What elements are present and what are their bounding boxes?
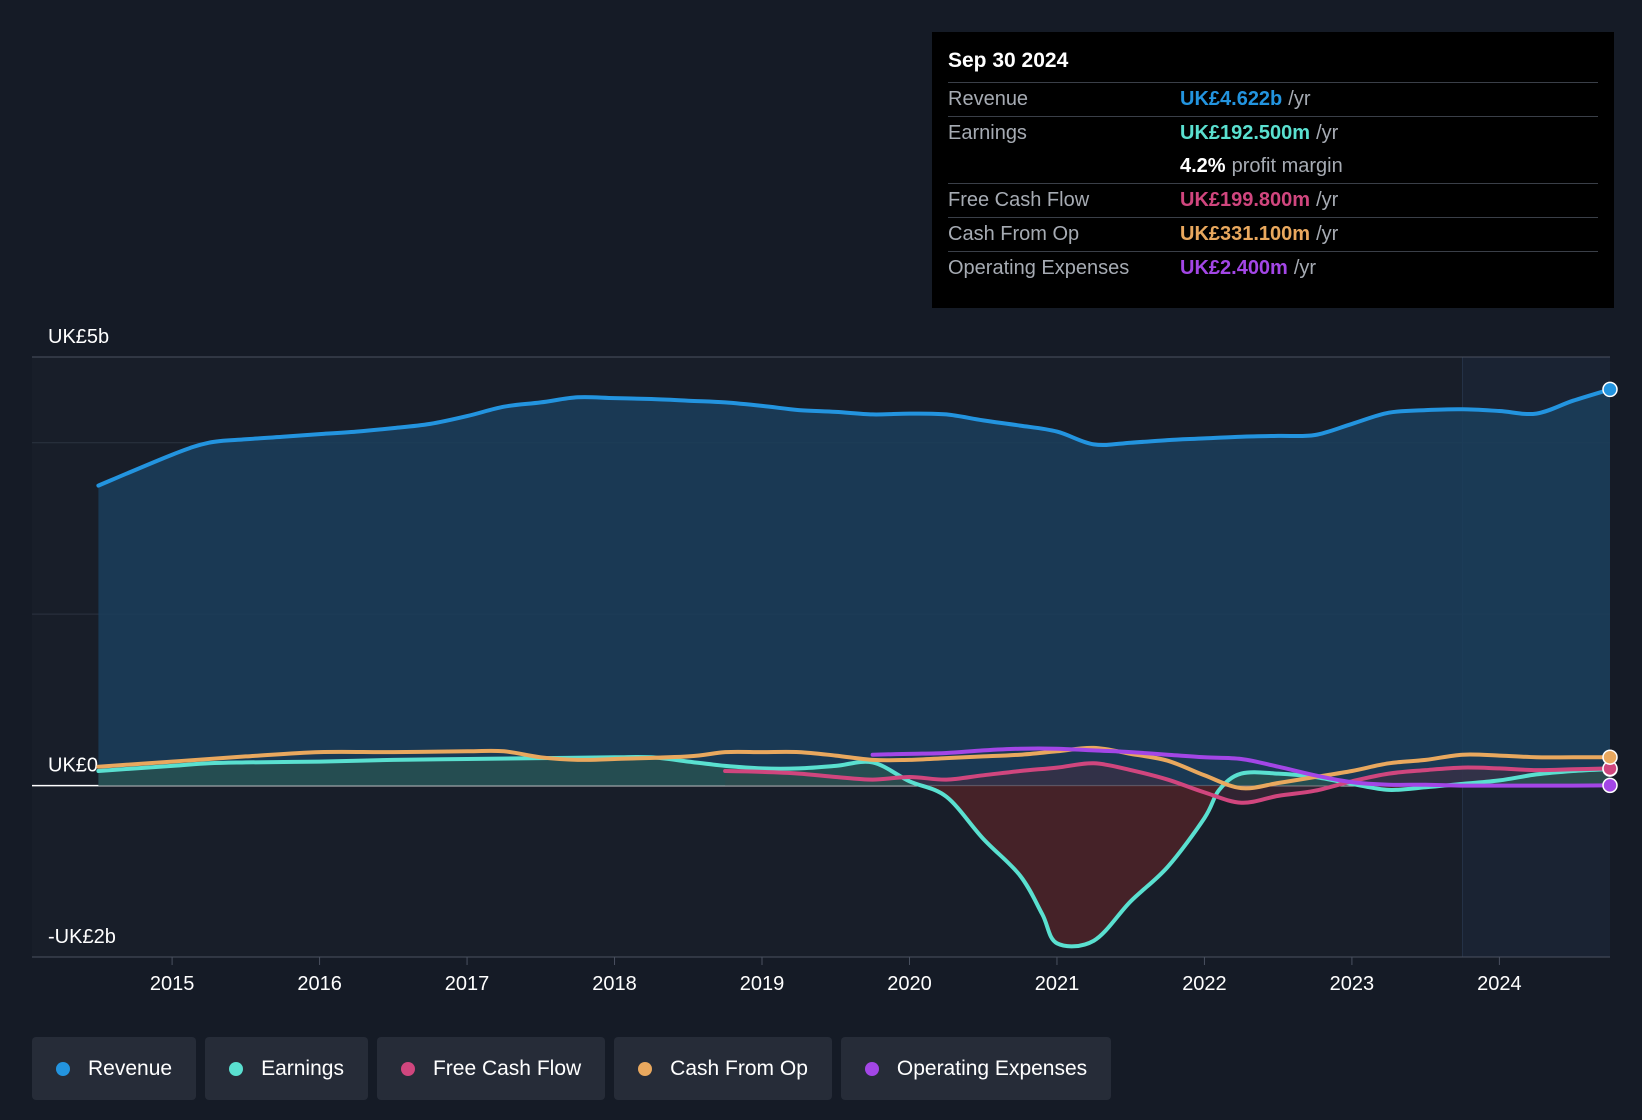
legend-dot-icon bbox=[638, 1061, 653, 1076]
operating-expenses-end-marker bbox=[1602, 777, 1618, 794]
tooltip-label: Revenue bbox=[948, 88, 1029, 110]
x-tick-label: 2018 bbox=[592, 973, 637, 995]
legend-item-operating-expenses[interactable]: Operating Expenses bbox=[840, 1037, 1112, 1100]
free-cash-flow-area bbox=[725, 763, 1610, 803]
chart: UK£5b UK£0 -UK£2b 2015 2016 2017 2018 2019 2020 2… bbox=[32, 326, 1618, 995]
legend-dot-icon bbox=[864, 1061, 879, 1076]
legend-item-earnings[interactable]: Earnings bbox=[205, 1037, 368, 1100]
tooltip-row: Cash From Op UK£331.100m/yr bbox=[948, 217, 1598, 251]
tooltip-value: UK£2.400m bbox=[1180, 257, 1288, 279]
tooltip-value: UK£331.100m bbox=[1180, 223, 1311, 245]
cash-from-op-line bbox=[96, 745, 1612, 791]
legend: Revenue Earnings Free Cash Flow Cash From O… bbox=[32, 1037, 1112, 1100]
y-tick-label: UK£5b bbox=[48, 326, 109, 348]
tooltip-row: Revenue UK£4.622b/yr bbox=[948, 82, 1598, 116]
tooltip-label: Free Cash Flow bbox=[948, 189, 1090, 211]
tooltip-value: 4.2% bbox=[1180, 155, 1226, 177]
x-tick-label: 2015 bbox=[150, 973, 195, 995]
operating-expenses-line bbox=[870, 746, 1612, 788]
x-tick-label: 2017 bbox=[445, 973, 490, 995]
tooltip-row: Operating Expenses UK£2.400m/yr bbox=[948, 251, 1598, 285]
y-tick-label: -UK£2b bbox=[48, 926, 116, 948]
tooltip-value: UK£4.622b bbox=[1180, 88, 1283, 110]
tooltip-label: Cash From Op bbox=[948, 223, 1080, 245]
tooltip-unit: /yr bbox=[1288, 88, 1311, 110]
revenue-area bbox=[98, 389, 1610, 786]
x-tick-label: 2016 bbox=[297, 973, 342, 995]
free-cash-flow-line bbox=[723, 761, 1612, 805]
revenue-end-marker bbox=[1602, 381, 1618, 398]
tooltip-value: UK£192.500m bbox=[1180, 122, 1311, 144]
legend-label: Operating Expenses bbox=[896, 1056, 1088, 1080]
earnings-line bbox=[96, 754, 1612, 949]
tooltip-row: Free Cash Flow UK£199.800m/yr bbox=[948, 183, 1598, 217]
legend-dot-icon bbox=[56, 1061, 70, 1076]
tooltip-unit: /yr bbox=[1316, 122, 1339, 144]
legend-item-free-cash-flow[interactable]: Free Cash Flow bbox=[376, 1037, 606, 1100]
x-tick-label: 2024 bbox=[1477, 973, 1522, 995]
x-tick-label: 2019 bbox=[740, 973, 785, 995]
legend-label: Earnings bbox=[261, 1056, 344, 1080]
y-tick-label: UK£0 bbox=[48, 755, 98, 777]
x-tick-label: 2021 bbox=[1035, 973, 1080, 995]
tooltip-label: Earnings bbox=[948, 122, 1027, 144]
x-tick-label: 2023 bbox=[1330, 973, 1375, 995]
tooltip-value: UK£199.800m bbox=[1180, 189, 1311, 211]
tooltip-panel: Sep 30 2024 Revenue UK£4.622b/yr Earnings U… bbox=[932, 32, 1614, 308]
earnings-area-negative bbox=[921, 785, 1445, 947]
tooltip-date: Sep 30 2024 bbox=[948, 49, 1069, 72]
legend-dot-icon bbox=[400, 1061, 415, 1076]
legend-item-cash-from-op[interactable]: Cash From Op bbox=[614, 1037, 832, 1100]
legend-label: Revenue bbox=[88, 1056, 173, 1080]
x-tick-label: 2020 bbox=[887, 973, 932, 995]
tooltip-unit: /yr bbox=[1316, 189, 1339, 211]
tooltip-label: Operating Expenses bbox=[948, 257, 1130, 279]
revenue-line bbox=[96, 387, 1612, 488]
tooltip-row: Earnings UK£192.500m/yr bbox=[948, 116, 1598, 150]
legend-item-revenue[interactable]: Revenue bbox=[32, 1037, 197, 1100]
legend-label: Free Cash Flow bbox=[432, 1056, 582, 1080]
tooltip-unit: profit margin bbox=[1231, 155, 1343, 177]
cash-from-op-end-marker bbox=[1602, 749, 1618, 765]
tooltip-unit: /yr bbox=[1316, 223, 1339, 245]
legend-dot-icon bbox=[229, 1061, 244, 1076]
x-tick-label: 2022 bbox=[1182, 973, 1227, 995]
tooltip-row: 4.2% profit margin bbox=[948, 150, 1598, 183]
tooltip-unit: /yr bbox=[1293, 257, 1317, 279]
legend-label: Cash From Op bbox=[670, 1056, 808, 1080]
